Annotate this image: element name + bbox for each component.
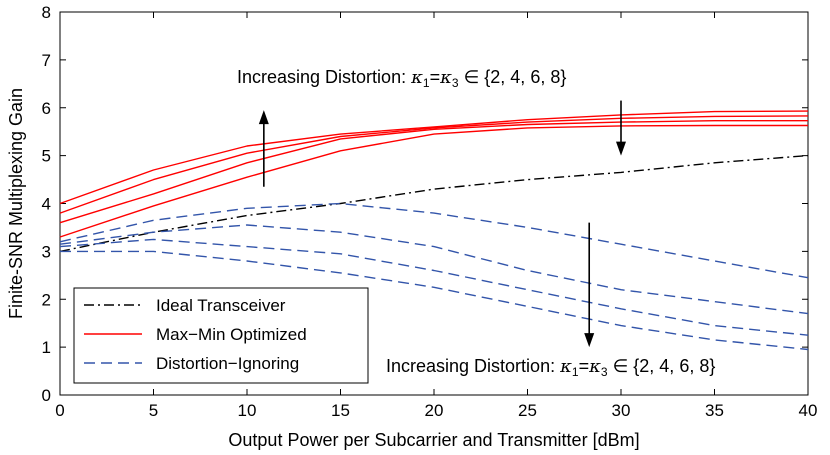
legend-label-1: Ideal Transceiver [156, 296, 286, 315]
arrow-down-distortion-ignoring [584, 222, 595, 348]
annotation-bottom: Increasing Distortion: κ1=κ3 ∈ {2, 4, 6,… [386, 356, 715, 379]
x-tick-label: 15 [331, 401, 350, 420]
legend-box [73, 287, 369, 384]
annotation-bottom-set: ∈ {2, 4, 6, 8} [608, 356, 716, 376]
annotation-bottom-prefix: Increasing Distortion: [386, 356, 560, 376]
annotation-bottom-eq: = [579, 356, 590, 376]
annotation-top-eq: = [430, 67, 441, 87]
series-line-3 [59, 115, 809, 214]
annotation-top-sub1: 1 [423, 76, 430, 90]
y-tick-label: 7 [42, 51, 51, 70]
x-tick-label: 35 [705, 401, 724, 420]
y-tick-label: 3 [42, 242, 51, 261]
annotation-bottom-sub1: 1 [572, 365, 579, 379]
annotation-bottom-kappa3: κ [588, 356, 601, 377]
legend-label-3: Distortion−Ignoring [156, 354, 299, 373]
x-axis-label: Output Power per Subcarrier and Transmit… [228, 430, 639, 450]
axis-ticks: 0 5 10 15 20 25 30 35 40 0 1 2 3 4 5 6 7 8 [42, 3, 818, 420]
arrow-up-max-min [258, 110, 269, 187]
series-line-1 [59, 154, 809, 253]
series-line-2 [59, 110, 809, 205]
annotation-top-set: ∈ {2, 4, 6, 8} [459, 67, 567, 87]
x-tick-label: 5 [149, 401, 158, 420]
arrow-down-max-min [616, 100, 626, 156]
annotation-top-kappa1: κ [410, 67, 423, 88]
y-tick-label: 0 [42, 386, 51, 405]
x-tick-label: 20 [425, 401, 444, 420]
series-line-4 [59, 119, 808, 224]
series-line-8 [59, 238, 809, 336]
arrow-down-distortion-ignoring-head [584, 333, 595, 348]
legend-label-2: Max−Min Optimized [156, 325, 307, 344]
y-tick-label: 6 [42, 99, 51, 118]
annotation-bottom-kappa1: κ [559, 356, 572, 377]
annotations: Increasing Distortion: κ1=κ3 ∈ {2, 4, 6,… [237, 67, 715, 379]
annotation-top: Increasing Distortion: κ1=κ3 ∈ {2, 4, 6,… [237, 67, 566, 90]
arrow-up-max-min-head [258, 110, 269, 125]
y-tick-label: 5 [42, 147, 51, 166]
y-tick-label: 8 [42, 3, 51, 22]
series-line-5 [59, 124, 808, 238]
x-tick-label: 10 [238, 401, 257, 420]
x-tick-label: 0 [55, 401, 64, 420]
series-layer [59, 110, 809, 351]
annotation-bottom-sub3: 3 [601, 365, 608, 379]
y-tick-label: 2 [42, 290, 51, 309]
y-tick-label: 1 [42, 338, 51, 357]
x-tick-label: 30 [612, 401, 631, 420]
annotation-top-sub3: 3 [452, 76, 459, 90]
series-line-6 [59, 202, 809, 279]
series-line-9 [60, 250, 809, 351]
annotation-top-prefix: Increasing Distortion: [237, 67, 411, 87]
annotation-top-kappa3: κ [439, 67, 452, 88]
series-line-7 [59, 224, 809, 315]
legend: Ideal Transceiver Max−Min Optimized Distor… [73, 287, 369, 384]
y-axis-label: Finite-SNR Multiplexing Gain [6, 88, 26, 319]
arrow-down-max-min-head [616, 141, 626, 156]
y-tick-label: 4 [42, 195, 51, 214]
x-tick-label: 25 [518, 401, 537, 420]
x-tick-label: 40 [799, 401, 818, 420]
